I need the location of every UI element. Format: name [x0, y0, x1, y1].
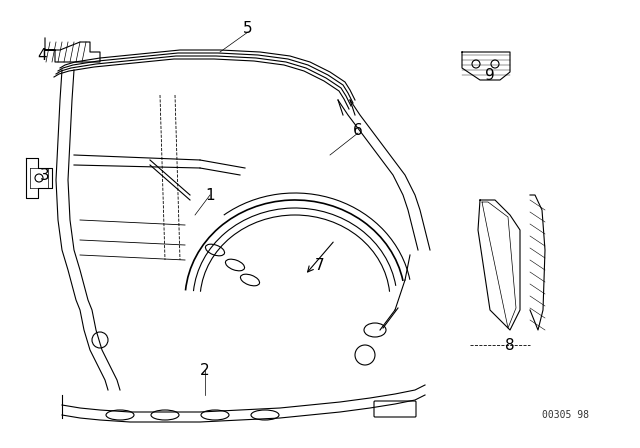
Text: 8: 8: [505, 337, 515, 353]
Text: 6: 6: [353, 122, 363, 138]
Text: 00305 98: 00305 98: [541, 410, 589, 420]
Text: 5: 5: [243, 21, 253, 35]
Text: 7: 7: [315, 258, 325, 272]
Text: 1: 1: [205, 188, 215, 202]
Text: 3: 3: [40, 168, 50, 182]
Text: 9: 9: [485, 68, 495, 82]
Text: 4: 4: [37, 47, 47, 63]
Text: 2: 2: [200, 362, 210, 378]
